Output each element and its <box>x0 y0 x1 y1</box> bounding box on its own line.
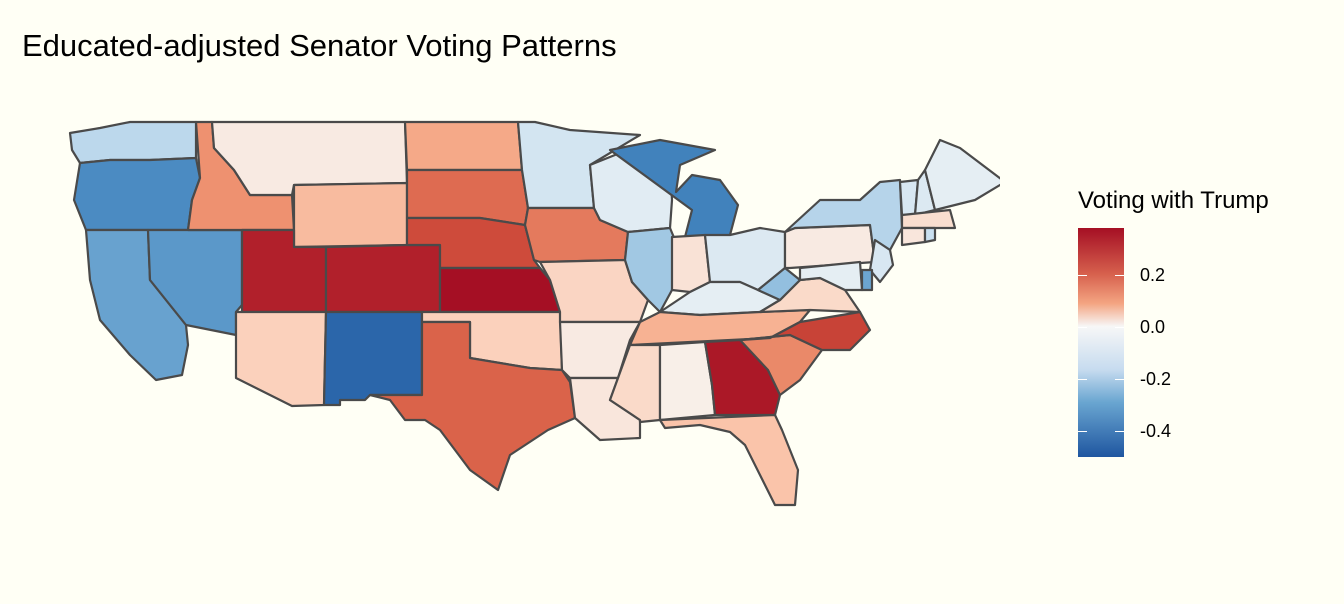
legend-tick-mark <box>1078 378 1087 381</box>
legend-tick-label: 0.0 <box>1140 316 1166 337</box>
legend-tick-label: -0.4 <box>1140 420 1172 441</box>
state-me <box>923 138 1000 212</box>
legend-colorbar <box>1078 228 1124 457</box>
state-nc <box>738 310 872 352</box>
state-nd <box>403 120 524 172</box>
state-nm <box>322 310 424 407</box>
state-pa <box>783 223 877 270</box>
state-mi <box>608 138 740 239</box>
state-nj <box>868 238 895 284</box>
state-co <box>324 243 442 314</box>
states-layer <box>68 120 1000 507</box>
color-legend: Voting with Trump 0.2 0.0 -0.2 -0.4 <box>1078 184 1338 474</box>
state-tx <box>368 320 577 492</box>
us-states-map <box>68 120 1000 507</box>
state-md <box>798 260 864 292</box>
state-ct <box>900 226 927 247</box>
state-in <box>670 233 712 294</box>
state-ks <box>438 266 562 314</box>
state-fl <box>658 413 800 507</box>
state-az <box>234 310 328 408</box>
state-de <box>860 268 874 292</box>
legend-tick-label: -0.2 <box>1140 368 1172 389</box>
legend-tick-mark <box>1078 326 1087 329</box>
state-sd <box>405 168 530 227</box>
legend-tick-mark <box>1115 378 1124 381</box>
legend-tick-mark <box>1078 430 1087 433</box>
state-or <box>72 156 202 232</box>
map-title: Educated-adjusted Senator Voting Pattern… <box>22 28 617 63</box>
legend-title: Voting with Trump <box>1078 187 1269 214</box>
legend-tick-label: 0.2 <box>1140 264 1166 285</box>
legend-tick-mark <box>1115 274 1124 277</box>
state-ma <box>900 208 957 230</box>
state-wa <box>68 120 198 165</box>
legend-tick-mark <box>1115 430 1124 433</box>
legend-tick-mark <box>1115 326 1124 329</box>
state-wy <box>292 181 409 249</box>
legend-tick-mark <box>1078 274 1087 277</box>
state-ri <box>923 226 937 244</box>
